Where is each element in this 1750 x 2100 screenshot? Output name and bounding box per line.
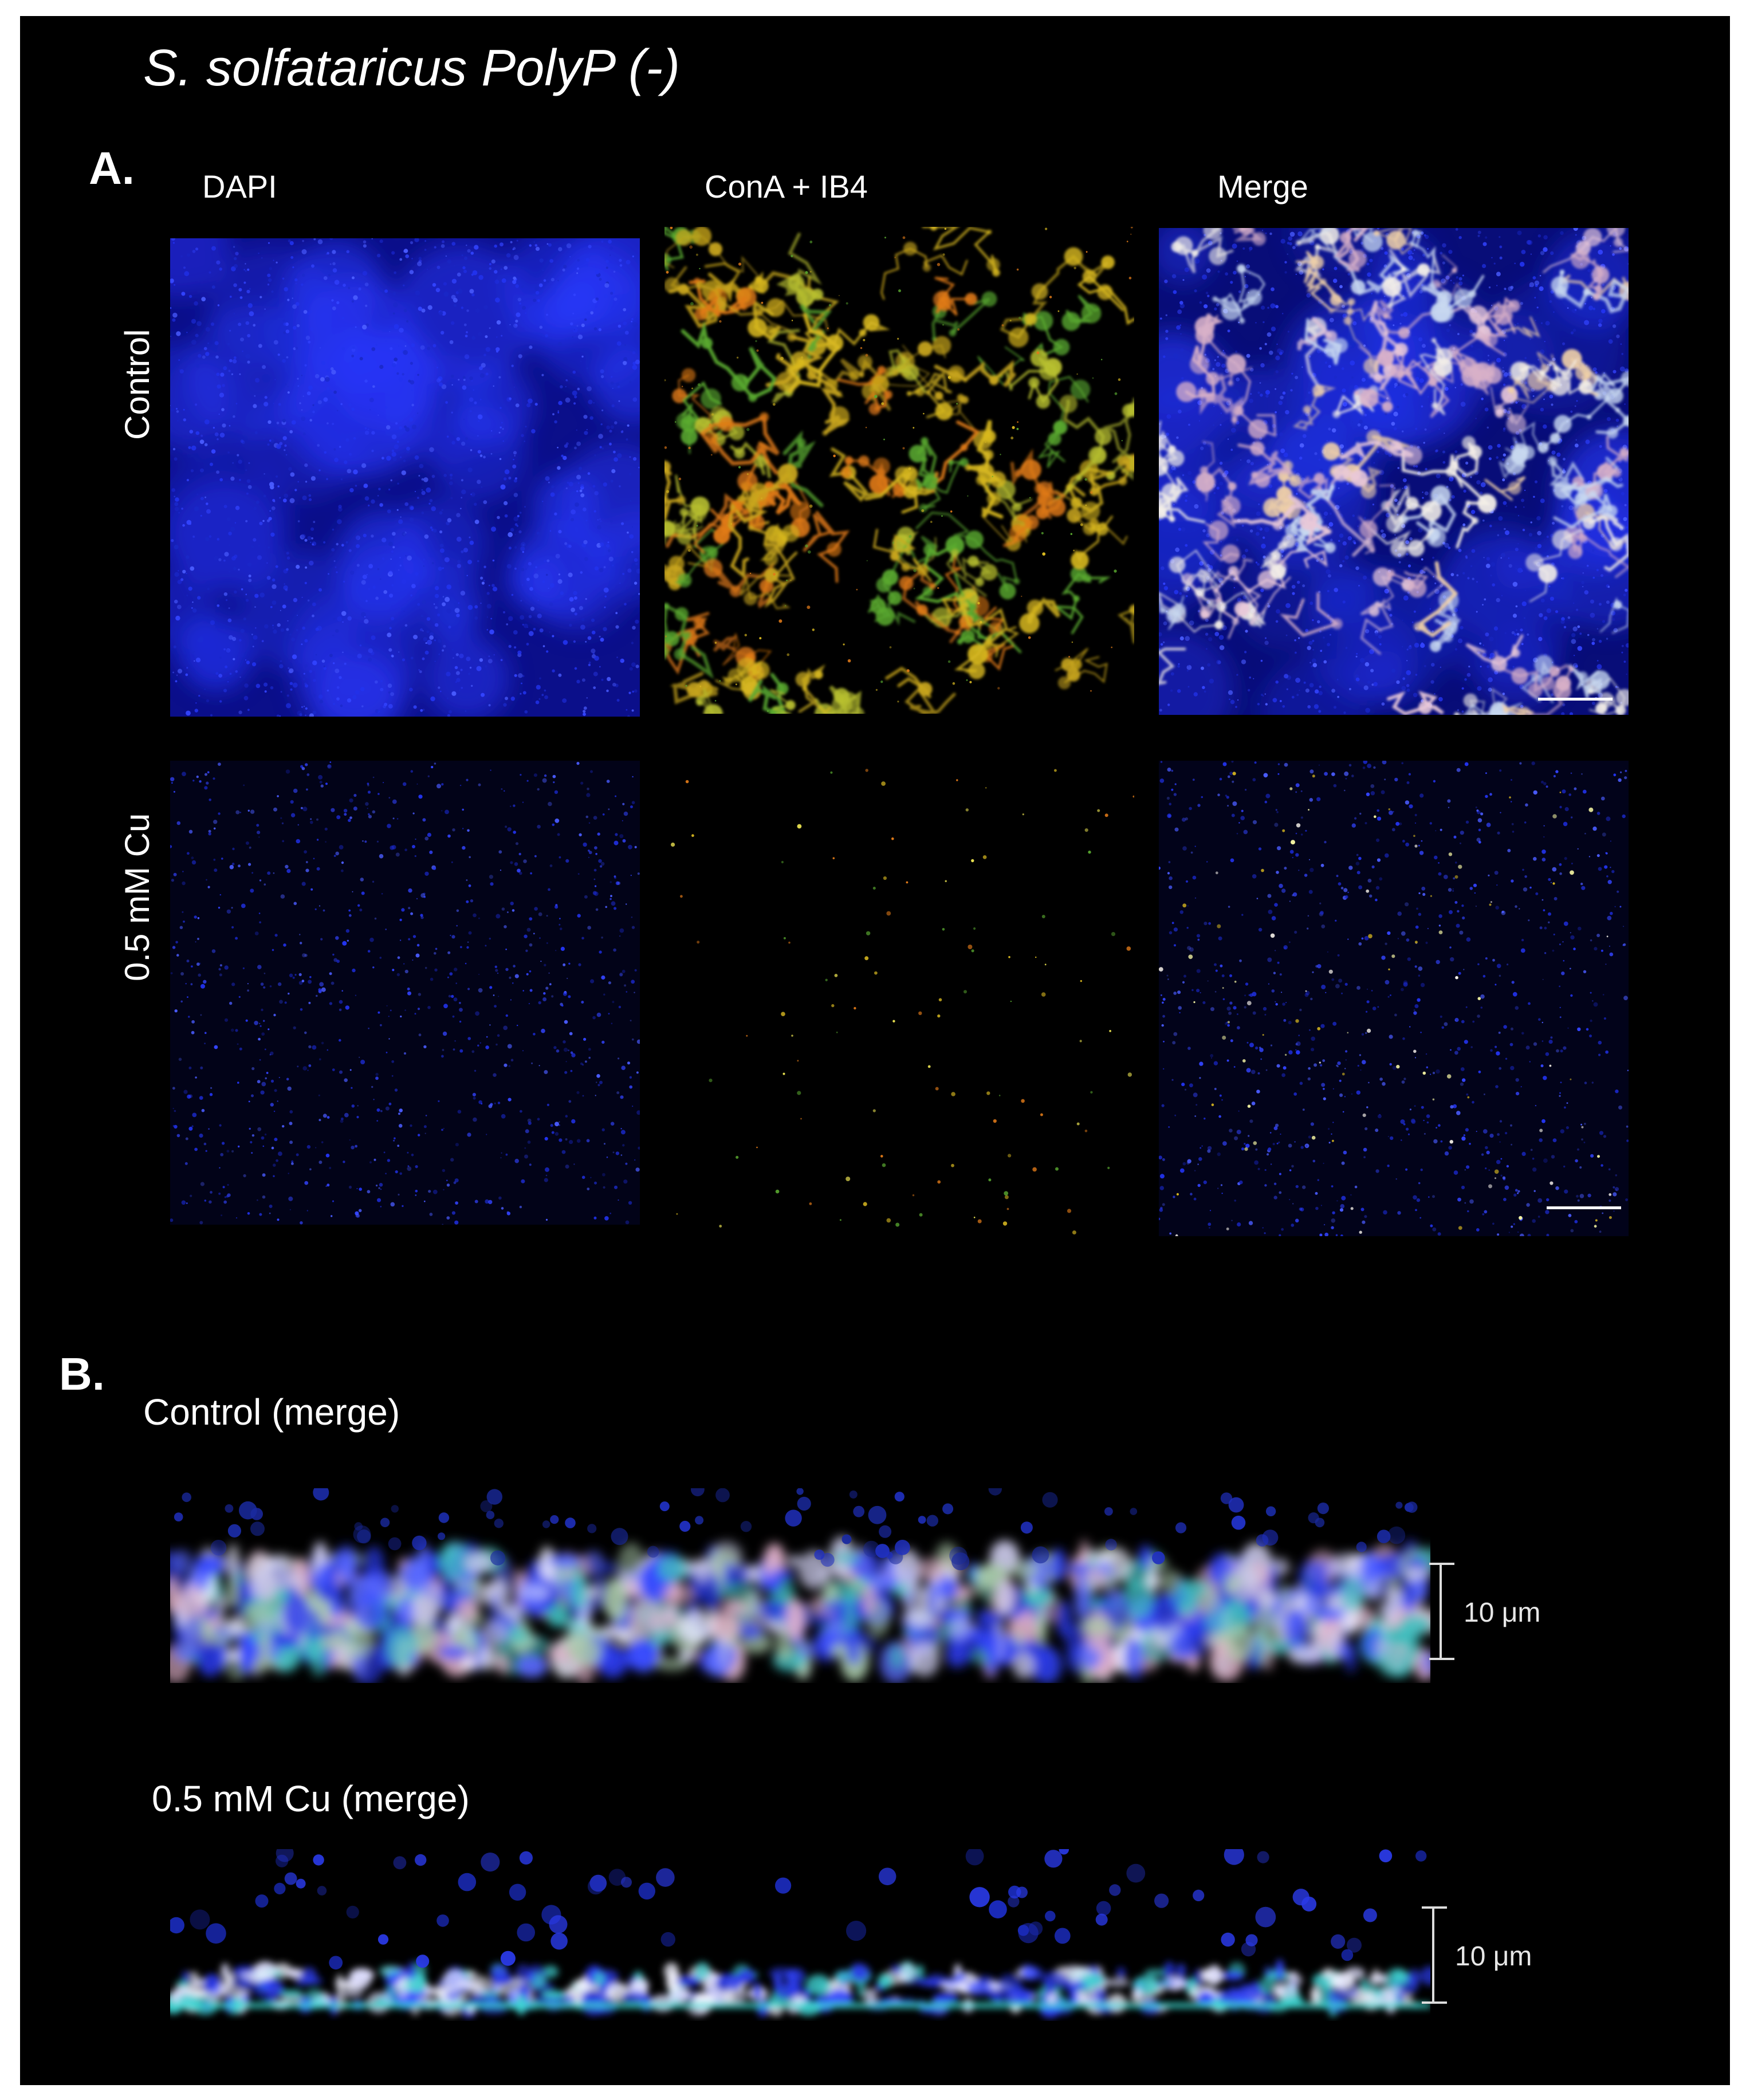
zscale-label-control: 10 μm — [1464, 1598, 1541, 1628]
row-label-control: Control — [118, 329, 156, 440]
figure-title: S. solfataricus PolyP (-) — [143, 40, 680, 97]
dapi-control-image — [170, 238, 640, 717]
zscale-label-cu: 10 μm — [1455, 1941, 1532, 1972]
merge-control-image — [1159, 228, 1629, 715]
panel-a-label: A. — [89, 143, 135, 194]
panel-b-label: B. — [59, 1348, 105, 1399]
cu-zstack-image — [170, 1849, 1430, 2021]
merge-cu-image — [1159, 761, 1629, 1236]
dapi-cu-image — [170, 761, 640, 1225]
control-merge-title: Control (merge) — [143, 1391, 400, 1433]
row-label-cu: 0.5 mM Cu — [118, 813, 156, 981]
scale-bar-control — [1538, 698, 1613, 701]
zscale-bracket-control — [1429, 1563, 1454, 1660]
column-header-cona-ib4: ConA + IB4 — [705, 168, 868, 205]
scale-bar-cu — [1547, 1206, 1621, 1209]
cu-merge-title: 0.5 mM Cu (merge) — [152, 1778, 470, 1819]
control-zstack-image — [170, 1488, 1430, 1683]
column-header-dapi: DAPI — [202, 168, 277, 205]
cona-ib4-control-image — [664, 227, 1134, 714]
figure-panel: S. solfataricus PolyP (-) A. DAPI ConA +… — [20, 16, 1730, 2085]
cona-ib4-cu-image — [664, 761, 1134, 1236]
zscale-bracket-cu — [1422, 1906, 1447, 2004]
column-header-merge: Merge — [1217, 168, 1308, 205]
